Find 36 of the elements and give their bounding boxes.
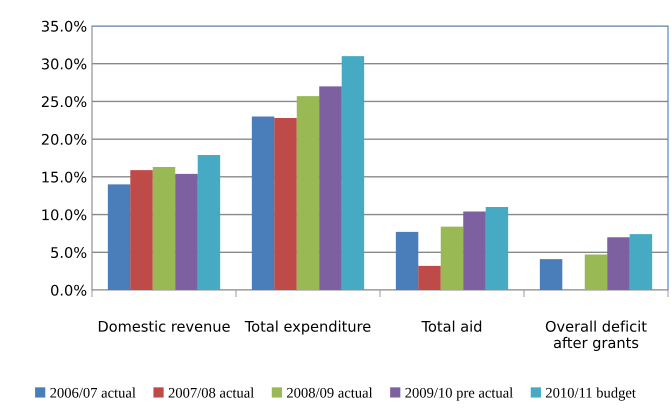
bar (418, 266, 441, 290)
bar (274, 118, 297, 290)
bar (175, 174, 198, 290)
bar (396, 232, 418, 290)
bar (630, 234, 652, 290)
x-tick-label: Overall deficit after grants (546, 320, 647, 351)
bar (130, 170, 153, 290)
y-tick-label: 5.0% (51, 247, 86, 258)
legend-label: 2009/10 pre actual (405, 387, 513, 401)
x-tick-label: Domestic revenue (98, 320, 230, 332)
bar (440, 226, 464, 290)
legend-label: 2008/09 actual (287, 387, 372, 398)
y-tick-label: 15.0% (42, 172, 86, 183)
bar (486, 207, 508, 290)
bar (463, 212, 486, 290)
bar (108, 184, 130, 290)
x-tick-label: Total aid (421, 320, 482, 332)
bar (198, 154, 220, 290)
bar (252, 116, 274, 290)
bar (319, 86, 342, 290)
bar (296, 96, 320, 290)
y-tick-label: 10.0% (42, 209, 86, 220)
bar (540, 259, 562, 290)
y-tick-label: 0.0% (51, 284, 86, 296)
bar (607, 237, 630, 290)
y-tick-label: 35.0% (42, 20, 86, 32)
bar (584, 254, 608, 290)
bar (342, 56, 364, 290)
y-tick-label: 30.0% (42, 58, 86, 70)
y-tick-label: 20.0% (42, 134, 86, 145)
legend-label: 2006/07 actual (50, 387, 136, 398)
bar (152, 167, 176, 290)
legend-label: 2010/11 budget (546, 387, 636, 401)
x-tick-label: Total expenditure (244, 320, 370, 335)
legend-label: 2007/08 actual (168, 387, 254, 398)
y-tick-label: 25.0% (42, 96, 86, 108)
